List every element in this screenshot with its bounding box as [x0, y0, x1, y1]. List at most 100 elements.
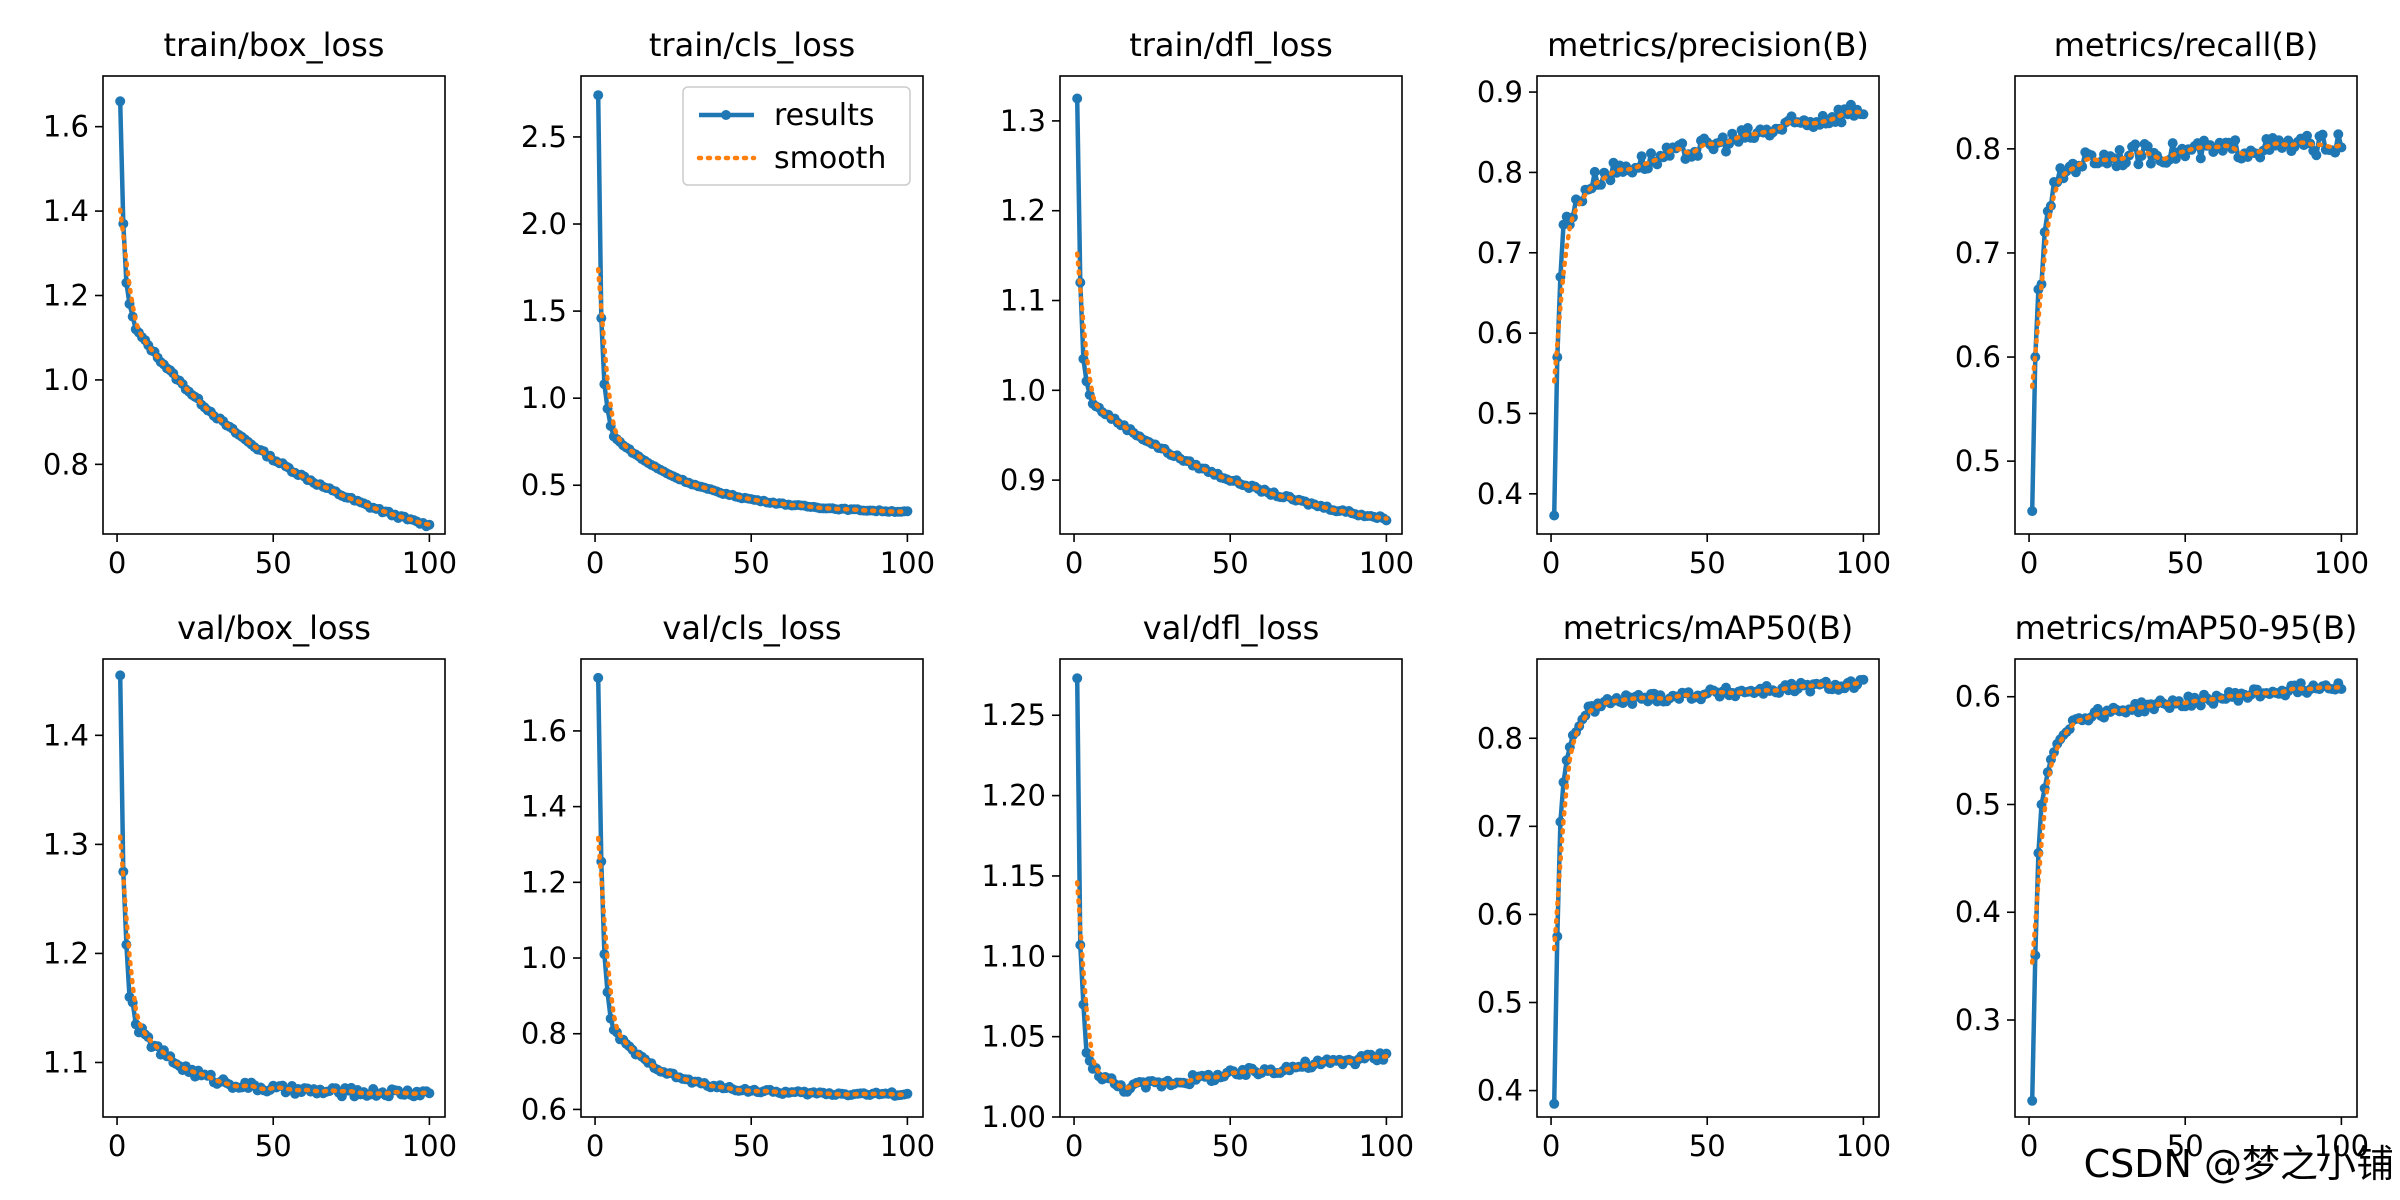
y-tick-label: 0.7 [1477, 809, 1523, 843]
y-tick-label: 1.4 [521, 790, 567, 824]
chart-panel: metrics/mAP50-95(B) 0 50 100 0.3 0.4 0.5 0.6 [1955, 609, 2369, 1163]
y-tick-label: 0.6 [1477, 316, 1523, 350]
x-tick-label: 100 [2314, 546, 2369, 580]
x-tick-label: 0 [2020, 1129, 2038, 1163]
chart-title: metrics/mAP50-95(B) [2015, 609, 2358, 647]
axes-frame [1059, 75, 1403, 535]
chart-title: train/box_loss [164, 26, 385, 64]
y-tick-label: 0.4 [1955, 895, 2001, 929]
x-tick-label: 0 [108, 1129, 126, 1163]
y-tick-label: 0.9 [1477, 75, 1523, 109]
results-point [1081, 1047, 1092, 1058]
x-tick-label: 50 [255, 546, 292, 580]
results-line [1074, 676, 1389, 1094]
y-tick-label: 0.6 [1477, 897, 1523, 931]
x-tick-label: 50 [1212, 546, 1249, 580]
smooth-line [595, 835, 910, 1097]
y-tick-label: 0.8 [1477, 721, 1523, 755]
y-tick-label: 0.8 [1477, 155, 1523, 189]
smooth-line [2029, 685, 2344, 965]
results-point [1605, 175, 1616, 186]
x-tick-label: 100 [1359, 546, 1414, 580]
y-tick-label: 1.3 [1000, 104, 1046, 138]
x-tick-label: 50 [255, 1129, 292, 1163]
results-line [1074, 96, 1389, 523]
results-point [902, 506, 913, 517]
chart-title: metrics/recall(B) [2054, 26, 2319, 64]
results-point [1817, 110, 1828, 121]
results-point [115, 670, 126, 681]
y-tick-label: 1.2 [521, 865, 567, 899]
results-point [1677, 138, 1688, 149]
x-tick-label: 50 [2167, 1129, 2204, 1163]
y-tick-label: 0.8 [521, 1017, 567, 1051]
x-tick-label: 100 [402, 1129, 457, 1163]
y-tick-label: 1.6 [521, 714, 567, 748]
x-tick-label: 0 [108, 546, 126, 580]
results-point [2145, 158, 2156, 169]
results-point [2311, 150, 2322, 161]
results-point [1589, 166, 1600, 177]
chart-panel: train/box_loss 0 50 100 0.8 1.0 1.2 1.4 1.6 [43, 26, 457, 580]
results-point [1664, 150, 1675, 161]
smooth-line [2029, 140, 2344, 390]
y-tick-label: 0.7 [1955, 236, 2001, 270]
y-tick-label: 0.6 [521, 1092, 567, 1126]
x-tick-label: 0 [586, 546, 604, 580]
y-tick-label: 0.4 [1477, 477, 1523, 511]
results-point [1721, 146, 1731, 157]
legend: results smooth [682, 86, 911, 186]
x-tick-label: 100 [2314, 1129, 2369, 1163]
results-point [2195, 153, 2206, 164]
y-tick-label: 1.0 [521, 381, 567, 415]
results-point [593, 90, 604, 101]
y-tick-label: 0.5 [1477, 986, 1523, 1020]
results-point [1646, 148, 1656, 159]
y-tick-label: 1.25 [981, 698, 1046, 732]
x-tick-label: 50 [733, 546, 770, 580]
y-tick-label: 1.2 [43, 936, 89, 970]
y-tick-label: 0.5 [521, 468, 567, 502]
legend-smooth-label: smooth [774, 141, 886, 176]
results-point [424, 1088, 435, 1099]
results-point [2114, 145, 2125, 155]
chart-title: val/box_loss [177, 609, 371, 647]
y-tick-label: 1.6 [43, 110, 89, 144]
chart-panel: val/dfl_loss 0 50 100 1.00 1.05 1.10 1.15 1.20 1.… [981, 609, 1414, 1163]
x-tick-label: 0 [1065, 546, 1083, 580]
y-tick-label: 0.8 [1955, 132, 2001, 166]
y-tick-label: 0.9 [1000, 463, 1046, 497]
x-tick-label: 100 [880, 1129, 935, 1163]
chart-title: metrics/precision(B) [1547, 26, 1869, 64]
results-point [1836, 117, 1847, 128]
x-tick-label: 50 [2167, 546, 2204, 580]
watermark: CSDN @梦之小铺 [2084, 1142, 2394, 1186]
y-tick-label: 2.0 [521, 207, 567, 241]
results-line [2029, 132, 2344, 514]
results-point [1636, 151, 1647, 162]
smooth-line [1074, 251, 1389, 521]
results-point [1717, 132, 1728, 143]
x-tick-label: 50 [1212, 1129, 1249, 1163]
y-tick-label: 0.5 [1955, 787, 2001, 821]
legend-results-label: results [774, 98, 875, 133]
results-point [2217, 145, 2228, 156]
y-tick-label: 1.10 [981, 939, 1046, 973]
y-tick-label: 1.1 [1000, 284, 1046, 318]
y-tick-label: 1.0 [521, 941, 567, 975]
smooth-line [595, 267, 910, 514]
results-point [2027, 506, 2038, 517]
x-tick-label: 50 [1689, 1129, 1726, 1163]
legend-results-marker [721, 110, 731, 120]
y-tick-label: 0.5 [1955, 444, 2001, 478]
chart-panel: train/cls_loss 0 50 100 0.5 1.0 1.5 2.0 2.5 resul… [521, 26, 935, 580]
y-tick-label: 1.4 [43, 194, 89, 228]
x-tick-label: 100 [1836, 1129, 1891, 1163]
results-point [2142, 141, 2153, 152]
x-tick-label: 100 [1359, 1129, 1414, 1163]
x-tick-label: 100 [1836, 546, 1891, 580]
results-line [2029, 680, 2344, 1104]
x-tick-label: 50 [733, 1129, 770, 1163]
results-point [593, 672, 604, 683]
y-tick-label: 0.6 [1955, 340, 2001, 374]
